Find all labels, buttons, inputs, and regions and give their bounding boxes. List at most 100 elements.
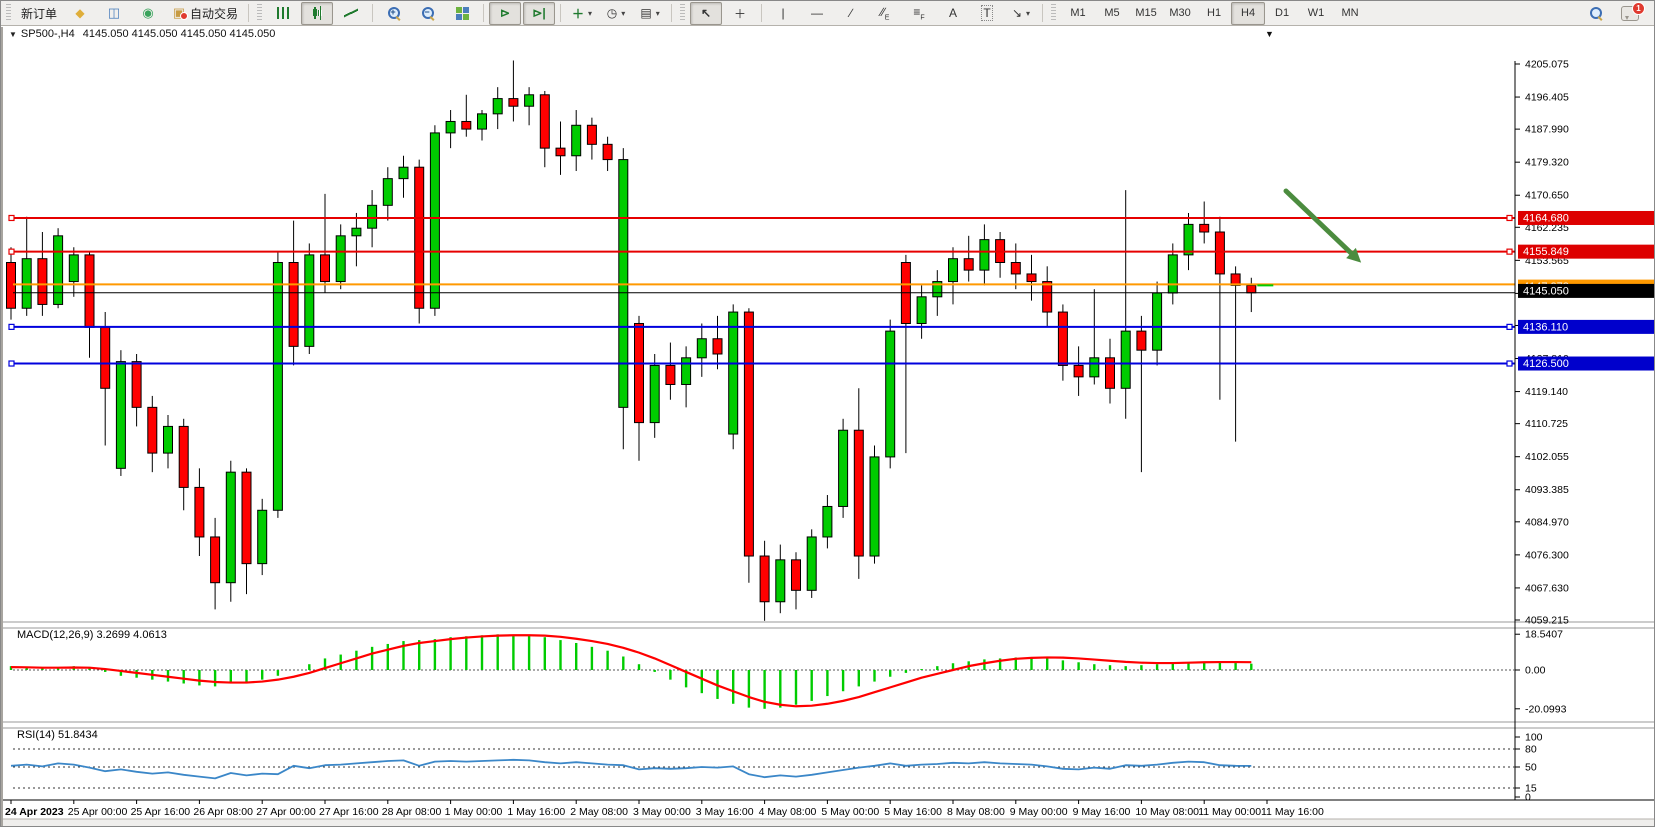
timeframe-button-w1[interactable]: W1	[1307, 7, 1325, 19]
chart-shift-marker-icon[interactable]: ▼	[1265, 29, 1274, 39]
time-tick-label: 28 Apr 08:00	[382, 806, 442, 818]
time-tick-label: 10 May 08:00	[1135, 806, 1199, 818]
fibonacci-tool-button[interactable]: ≡F	[903, 2, 935, 25]
line-handle[interactable]	[8, 214, 15, 222]
candle	[84, 254, 95, 328]
line-chart-mode-button[interactable]	[335, 2, 367, 25]
window-menu-icon[interactable]: ▼	[9, 30, 17, 39]
market-watch-button[interactable]	[64, 2, 96, 25]
auto-scroll-button[interactable]: ⊳	[489, 1, 522, 25]
channel-tool-button[interactable]: ∕∕E	[869, 2, 901, 25]
text-label-tool-button[interactable]: T	[971, 2, 1003, 25]
candle	[1026, 273, 1037, 283]
candle	[398, 166, 409, 180]
rsi-tick-label: 15	[1525, 783, 1537, 795]
line-handle[interactable]	[8, 360, 15, 367]
timeframe-buttons: M1 M5 M15 M30 H1 H4 D1 W1 MN	[1061, 1, 1367, 25]
horizontal-line-tool-button[interactable]: —	[801, 2, 833, 25]
annotation-arrow[interactable]	[1283, 188, 1354, 256]
toolbar-grip[interactable]	[680, 4, 686, 22]
candle	[1057, 311, 1068, 366]
macd-tick-label: -20.0993	[1525, 703, 1567, 715]
tile-windows-button[interactable]	[446, 2, 478, 25]
chat-bubble-icon: 1	[1621, 1, 1645, 21]
timeframe-button-m1[interactable]: M1	[1070, 7, 1086, 19]
chart-shift-button[interactable]: ⊳|	[523, 1, 556, 25]
arrows-tool-button[interactable]: ↘ ▾	[1005, 2, 1037, 25]
timeframe-button-m5[interactable]: M5	[1104, 7, 1120, 19]
line-handle[interactable]	[8, 248, 15, 255]
add-indicator-button[interactable]: ＋ ▾	[566, 2, 598, 25]
vertical-line-icon: |	[781, 6, 785, 20]
candle	[257, 509, 268, 565]
period-button[interactable]: ◷ ▾	[600, 2, 632, 25]
timeframe-button-mn[interactable]: MN	[1341, 7, 1359, 19]
crosshair-tool-button[interactable]: ＋	[724, 2, 756, 25]
price-tick-label: 4076.300	[1525, 549, 1569, 561]
timeframe-button-m30[interactable]: M30	[1169, 7, 1191, 19]
time-tick-label: 5 May 16:00	[884, 806, 942, 818]
toolbar-grip[interactable]	[1051, 4, 1057, 22]
line-handle[interactable]	[1506, 323, 1513, 330]
candle	[838, 429, 849, 507]
price-tick-label: 4102.055	[1525, 451, 1569, 463]
bar-chart-mode-button[interactable]	[267, 2, 299, 25]
candle	[115, 361, 126, 469]
vertical-line-tool-button[interactable]: |	[767, 2, 799, 25]
candle	[1230, 273, 1241, 286]
template-button[interactable]: ▤ ▾	[634, 2, 666, 25]
line-handle[interactable]	[1506, 360, 1513, 367]
data-window-button[interactable]	[98, 2, 130, 25]
candle	[602, 143, 613, 161]
candle	[806, 536, 817, 591]
zoom-in-button[interactable]: +	[378, 2, 410, 25]
chart-canvas[interactable]: 4205.075 4196.405 4187.990 4179.320 4170.650…	[3, 43, 1655, 827]
candle	[225, 471, 236, 584]
candle	[712, 338, 723, 355]
candle	[210, 536, 221, 584]
level-price-label-text: 4126.500	[1523, 358, 1569, 370]
notifications-button[interactable]: 1	[1614, 1, 1646, 25]
trendline-icon: ∕	[850, 6, 853, 20]
toolbar-grip[interactable]	[6, 4, 11, 22]
add-indicator-icon: ＋	[572, 6, 585, 21]
cursor-tool-button[interactable]: ↖	[690, 1, 723, 25]
zoom-out-button[interactable]: −	[412, 2, 444, 25]
rsi-line	[10, 758, 1252, 780]
timeframe-button-d1[interactable]: D1	[1275, 7, 1290, 19]
candle	[634, 322, 644, 424]
toolbar-grip[interactable]	[257, 4, 263, 22]
candle	[367, 204, 378, 229]
main-toolbar: 新订单 自动交易 + − ⊳ ⊳| ＋▾ ◷▾ ▤▾ ↖ ＋ | — ∕ ∕∕E…	[1, 1, 1654, 26]
candle	[743, 311, 754, 557]
text-tool-button[interactable]: A	[937, 2, 969, 25]
new-order-button[interactable]: 新订单	[21, 6, 58, 21]
navigator-button[interactable]	[132, 2, 164, 25]
rsi-tick-label: 100	[1525, 732, 1543, 744]
candle	[649, 364, 660, 424]
toolbar-separator	[1042, 4, 1044, 22]
line-handle[interactable]	[1506, 248, 1513, 255]
timeframe-button-m15[interactable]: M15	[1135, 7, 1157, 19]
search-button[interactable]	[1580, 2, 1612, 25]
candle	[791, 559, 801, 591]
candle	[320, 254, 330, 283]
candle	[53, 235, 64, 305]
trendline-tool-button[interactable]: ∕	[835, 2, 867, 25]
candlestick-mode-button[interactable]	[301, 1, 334, 25]
template-icon: ▤	[640, 6, 652, 20]
time-tick-label: 8 May 08:00	[947, 806, 1005, 818]
chart-title-row: ▼ SP500-,H4 4145.050 4145.050 4145.050 414…	[3, 27, 1654, 43]
candle	[539, 94, 550, 149]
autotrade-button[interactable]: 自动交易	[166, 2, 243, 25]
annotation-arrow-head[interactable]	[1346, 247, 1362, 263]
line-handle[interactable]	[1506, 214, 1513, 222]
level-price-label-text: 4136.110	[1523, 321, 1568, 333]
candle	[822, 505, 833, 538]
timeframe-button-h4[interactable]: H4	[1231, 1, 1266, 25]
line-handle[interactable]	[8, 323, 15, 330]
timeframe-button-h1[interactable]: H1	[1207, 7, 1222, 19]
time-tick-label: 11 May 00:00	[1198, 806, 1261, 818]
macd-label: MACD(12,26,9) 3.2699 4.0613	[17, 629, 167, 641]
